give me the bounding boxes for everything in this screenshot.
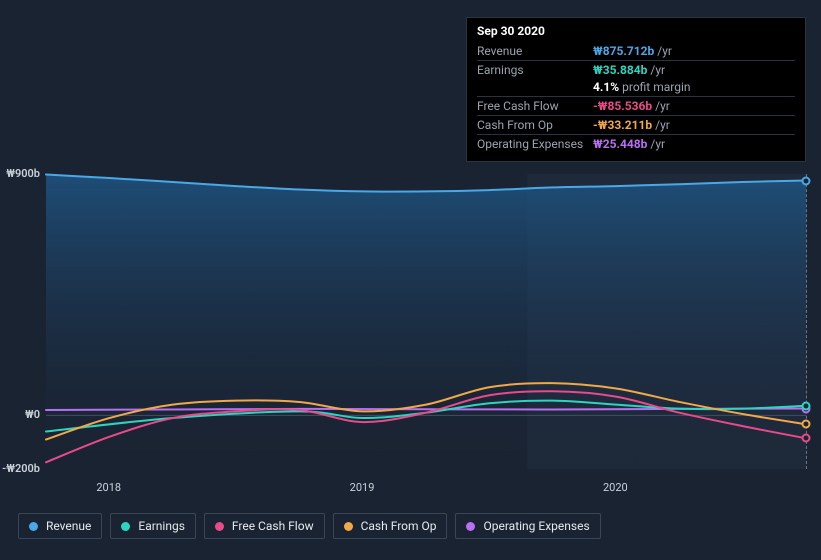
marker-dot-earnings <box>802 401 811 410</box>
x-axis-label: 2018 <box>96 481 121 494</box>
legend-swatch <box>466 522 475 531</box>
x-axis-label: 2020 <box>603 481 628 494</box>
marker-dot-revenue <box>802 176 811 185</box>
legend-item-revenue[interactable]: Revenue <box>18 513 102 539</box>
legend-swatch <box>29 522 38 531</box>
x-axis-label: 2019 <box>350 481 375 494</box>
legend-label: Operating Expenses <box>483 519 589 533</box>
revenue-area <box>46 175 806 469</box>
financial-chart <box>0 0 821 560</box>
legend-swatch <box>344 522 353 531</box>
legend-item-operating_expenses[interactable]: Operating Expenses <box>455 513 600 539</box>
legend-label: Earnings <box>138 519 185 533</box>
legend-item-cash_from_op[interactable]: Cash From Op <box>333 513 448 539</box>
legend-item-free_cash_flow[interactable]: Free Cash Flow <box>204 513 325 539</box>
legend-item-earnings[interactable]: Earnings <box>110 513 196 539</box>
marker-dot-free_cash_flow <box>802 434 811 443</box>
marker-dot-cash_from_op <box>802 420 811 429</box>
legend-label: Free Cash Flow <box>232 519 314 533</box>
chart-legend: Revenue Earnings Free Cash Flow Cash From O… <box>18 513 601 539</box>
legend-label: Revenue <box>46 519 91 533</box>
legend-swatch <box>215 522 224 531</box>
legend-swatch <box>121 522 130 531</box>
legend-label: Cash From Op <box>361 519 437 533</box>
